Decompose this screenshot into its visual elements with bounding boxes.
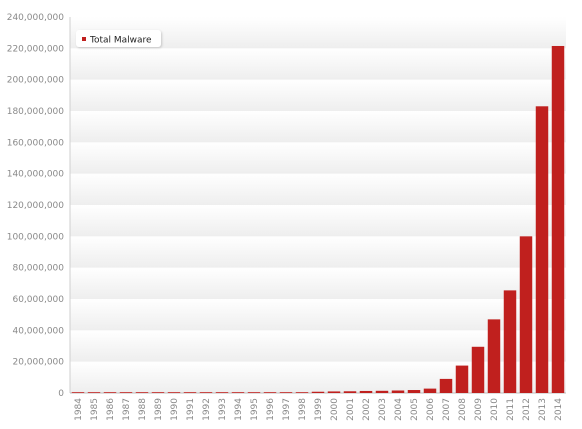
x-axis-ticks: 1984 1985 1986 1987 1988 1989 1990 1991 1992 1993…	[74, 398, 564, 421]
bar	[231, 392, 245, 393]
plot-background	[70, 17, 566, 393]
x-tick-label: 1985	[90, 398, 100, 421]
bar	[151, 392, 165, 393]
x-tick-label: 1993	[218, 398, 228, 421]
grid-band	[70, 173, 566, 205]
x-tick-label: 2003	[378, 398, 388, 421]
x-tick-label: 2005	[410, 398, 420, 421]
bar	[551, 45, 565, 393]
grid-band	[70, 142, 566, 174]
x-tick-label: 2010	[490, 398, 500, 421]
grid-band	[70, 299, 566, 331]
x-tick-label: 1987	[122, 398, 132, 421]
bar	[71, 392, 85, 393]
legend-swatch	[82, 37, 86, 41]
bar	[375, 390, 389, 393]
bar	[183, 392, 197, 393]
x-tick-label: 2008	[458, 398, 468, 421]
bar	[519, 236, 533, 393]
x-tick-label: 2000	[330, 398, 340, 421]
bar	[167, 392, 181, 393]
x-tick-label: 1996	[266, 398, 276, 421]
bar	[279, 392, 293, 393]
x-tick-label: 2014	[554, 398, 564, 421]
y-tick-label: 240,000,000	[7, 13, 65, 23]
legend: Total Malware	[76, 30, 161, 47]
bar	[87, 392, 101, 393]
x-tick-label: 1998	[298, 398, 308, 421]
bar	[311, 391, 325, 393]
x-tick-label: 1984	[74, 398, 84, 421]
y-axis-ticks: 0 20,000,000 40,000,000 60,000,000 80,000,00…	[7, 13, 65, 399]
y-tick-label: 200,000,000	[7, 76, 65, 86]
bar	[215, 392, 229, 393]
y-tick-label: 80,000,000	[12, 264, 64, 274]
bar	[343, 391, 357, 393]
bar	[199, 392, 213, 393]
grid-band	[70, 205, 566, 237]
x-tick-label: 1991	[186, 398, 196, 421]
x-tick-label: 2012	[522, 398, 532, 421]
bar	[439, 378, 453, 393]
bar	[327, 391, 341, 393]
bar	[423, 388, 437, 393]
bar	[455, 365, 469, 393]
x-tick-label: 1999	[314, 398, 324, 421]
y-tick-label: 180,000,000	[7, 107, 65, 117]
x-tick-label: 1988	[138, 398, 148, 421]
bar	[135, 392, 149, 393]
bar	[247, 392, 261, 393]
bar	[407, 390, 421, 393]
x-tick-label: 2011	[506, 398, 516, 421]
bar	[391, 390, 405, 393]
y-tick-label: 160,000,000	[7, 138, 65, 148]
grid-band	[70, 267, 566, 299]
y-tick-label: 60,000,000	[12, 295, 64, 305]
grid-band	[70, 48, 566, 80]
bar	[503, 290, 517, 393]
bar	[295, 392, 309, 393]
bar	[119, 392, 133, 393]
bar	[359, 390, 373, 393]
x-tick-label: 1990	[170, 398, 180, 421]
x-tick-label: 1997	[282, 398, 292, 421]
x-tick-label: 1995	[250, 398, 260, 421]
grid-band	[70, 79, 566, 111]
x-tick-label: 2002	[362, 398, 372, 421]
y-tick-label: 140,000,000	[7, 170, 65, 180]
grid-band	[70, 236, 566, 268]
bar	[535, 106, 549, 394]
legend-box	[76, 30, 161, 47]
y-tick-label: 20,000,000	[12, 358, 64, 368]
bar-series	[71, 45, 565, 394]
x-tick-label: 2001	[346, 398, 356, 421]
x-tick-label: 1992	[202, 398, 212, 421]
y-tick-label: 40,000,000	[12, 326, 64, 336]
x-tick-label: 1994	[234, 398, 244, 421]
x-tick-label: 2006	[426, 398, 436, 421]
bar	[263, 392, 277, 393]
y-tick-label: 120,000,000	[7, 201, 65, 211]
bar	[103, 392, 117, 393]
grid-band	[70, 111, 566, 143]
x-tick-label: 2007	[442, 398, 452, 421]
bar	[471, 346, 485, 393]
y-tick-label: 100,000,000	[7, 232, 65, 242]
bar	[487, 319, 501, 393]
y-tick-label: 220,000,000	[7, 44, 65, 54]
legend-label: Total Malware	[89, 36, 152, 46]
y-tick-label: 0	[58, 389, 64, 399]
x-tick-label: 2004	[394, 398, 404, 421]
x-tick-label: 2009	[474, 398, 484, 421]
x-tick-label: 1986	[106, 398, 116, 421]
x-tick-label: 2013	[538, 398, 548, 421]
x-tick-label: 1989	[154, 398, 164, 421]
